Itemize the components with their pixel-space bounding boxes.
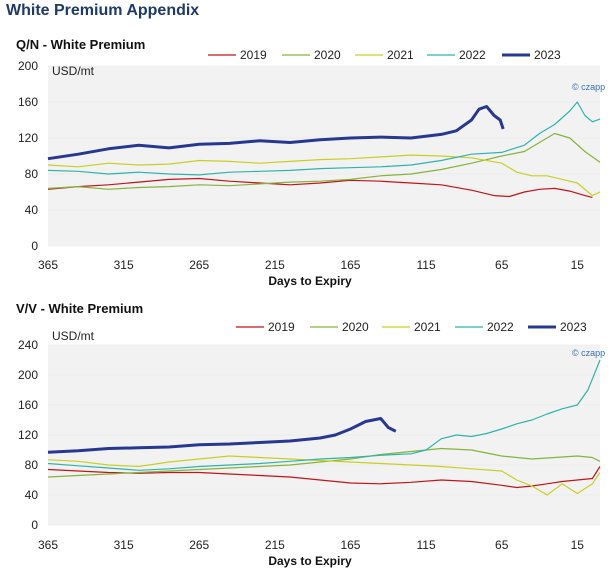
x-tick-label: 115 <box>417 258 436 272</box>
y-tick-label: 80 <box>25 167 39 181</box>
y-tick-label: 240 <box>18 338 38 352</box>
y-tick-label: 160 <box>18 398 38 412</box>
legend-label-2020: 2020 <box>342 320 369 334</box>
x-tick-label: 215 <box>265 258 285 272</box>
legend-label-2023: 2023 <box>534 48 561 62</box>
series-line-2021 <box>47 154 601 197</box>
x-tick-label: 315 <box>114 258 134 272</box>
series-line-2022 <box>47 359 601 471</box>
x-tick-label: 15 <box>571 258 585 272</box>
czapp-watermark: © czapp <box>572 348 605 358</box>
legend-label-2022: 2022 <box>487 320 514 334</box>
chart-title-qn: Q/N - White Premium <box>16 37 146 52</box>
y-tick-label: 120 <box>18 131 38 145</box>
series-line-2021 <box>47 455 601 496</box>
series-line-2019 <box>47 177 593 198</box>
y-tick-label: 120 <box>18 428 38 442</box>
legend-label-2019: 2019 <box>268 320 295 334</box>
x-tick-label: 315 <box>114 538 134 552</box>
x-axis-title: Days to Expiry <box>268 554 352 568</box>
legend-label-2023: 2023 <box>560 320 587 334</box>
y-tick-label: 160 <box>18 95 38 109</box>
legend-label-2019: 2019 <box>240 48 267 62</box>
x-tick-label: 165 <box>340 258 360 272</box>
plot-area <box>48 66 600 246</box>
y-tick-label: 80 <box>25 458 39 472</box>
x-tick-label: 265 <box>189 258 209 272</box>
series-line-2020 <box>47 132 601 190</box>
x-tick-label: 365 <box>38 538 58 552</box>
chart-qn-white-premium: 0 40 80 120 160 200 365 315 265 215 165 115 65 15 Days… <box>18 48 605 288</box>
y-axis-unit: USD/mt <box>52 329 95 343</box>
x-tick-label: 215 <box>265 538 285 552</box>
y-tick-label: 200 <box>18 59 38 73</box>
series-line-2023 <box>47 105 505 161</box>
y-axis-unit: USD/mt <box>52 64 95 78</box>
x-tick-label: 165 <box>340 538 360 552</box>
series-line-2020 <box>47 447 601 478</box>
y-tick-label: 40 <box>25 203 39 217</box>
y-tick-label: 0 <box>31 239 38 253</box>
series-line-2019 <box>47 466 601 489</box>
legend-label-2021: 2021 <box>414 320 441 334</box>
czapp-watermark: © czapp <box>572 82 605 92</box>
legend-label-2022: 2022 <box>459 48 486 62</box>
y-tick-label: 0 <box>31 518 38 532</box>
x-axis-title: Days to Expiry <box>268 274 352 288</box>
legend-label-2020: 2020 <box>314 48 341 62</box>
x-tick-label: 15 <box>571 538 585 552</box>
chart-title-vv: V/V - White Premium <box>16 301 144 316</box>
series-line-2023 <box>47 417 397 454</box>
page-title: White Premium Appendix <box>6 2 200 19</box>
x-tick-label: 115 <box>417 538 436 552</box>
x-tick-label: 65 <box>495 258 509 272</box>
x-tick-label: 365 <box>38 258 58 272</box>
series-line-2022 <box>47 101 601 176</box>
legend-label-2021: 2021 <box>387 48 414 62</box>
y-tick-label: 40 <box>25 488 39 502</box>
y-tick-label: 200 <box>18 368 38 382</box>
x-tick-label: 265 <box>189 538 209 552</box>
x-tick-label: 65 <box>495 538 509 552</box>
